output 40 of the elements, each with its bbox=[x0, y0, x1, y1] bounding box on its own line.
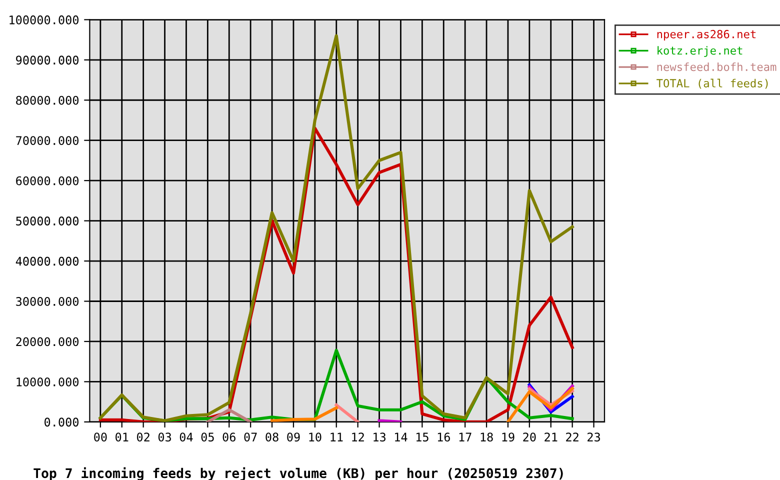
x-tick-label: 16 bbox=[438, 432, 450, 442]
x-tick-label: 15 bbox=[416, 432, 428, 442]
x-tick-label: 13 bbox=[374, 432, 386, 442]
y-tick-label: 30000.000 bbox=[16, 297, 79, 306]
x-tick-label: 12 bbox=[352, 432, 364, 442]
y-tick-label: 50000.000 bbox=[16, 216, 79, 226]
y-tick-label: 90000.000 bbox=[16, 56, 79, 65]
y-tick-label: 80000.000 bbox=[16, 96, 79, 105]
x-tick-label: 14 bbox=[395, 432, 408, 442]
x-tick-label: 20 bbox=[523, 432, 536, 442]
x-tick-label: 19 bbox=[502, 432, 514, 442]
y-tick-label: 100000.000 bbox=[10, 15, 79, 24]
x-tick-label: 21 bbox=[544, 432, 558, 442]
y-tick-label: 40000.000 bbox=[16, 256, 79, 266]
x-tick-label: 09 bbox=[287, 432, 300, 442]
legend-label: npeer.as286.net bbox=[657, 30, 756, 40]
x-tick-label: 17 bbox=[459, 432, 472, 442]
x-tick-label: 08 bbox=[266, 432, 278, 442]
legend-label: kotz.erje.net bbox=[658, 46, 742, 57]
x-tick-label: 10 bbox=[309, 432, 322, 442]
x-tick-label: 18 bbox=[480, 432, 493, 442]
y-tick-label: 20000.000 bbox=[16, 337, 79, 346]
y-tick-label: 10000.000 bbox=[16, 377, 79, 386]
y-tick-label: 0.000 bbox=[44, 418, 79, 427]
x-tick-label: 07 bbox=[244, 432, 257, 442]
x-tick-label: 00 bbox=[94, 432, 107, 442]
x-tick-label: 02 bbox=[136, 432, 150, 442]
y-tick-label: 60000.000 bbox=[16, 176, 79, 186]
x-tick-label: 03 bbox=[158, 432, 171, 442]
x-tick-label: 22 bbox=[566, 432, 578, 442]
x-tick-label: 06 bbox=[222, 432, 236, 442]
legend-label: newsfeed.bofh.team bbox=[657, 62, 776, 72]
x-tick-label: 01 bbox=[116, 432, 128, 442]
x-tick-label: 04 bbox=[180, 432, 193, 442]
line-series bbox=[98, 34, 574, 422]
legend-label: TOTAL (all feeds) bbox=[656, 78, 768, 89]
x-tick-label: 05 bbox=[201, 432, 214, 442]
x-tick-label: 23 bbox=[588, 432, 600, 442]
y-tick-label: 70000.000 bbox=[16, 136, 79, 146]
x-tick-label: 11 bbox=[330, 432, 343, 442]
